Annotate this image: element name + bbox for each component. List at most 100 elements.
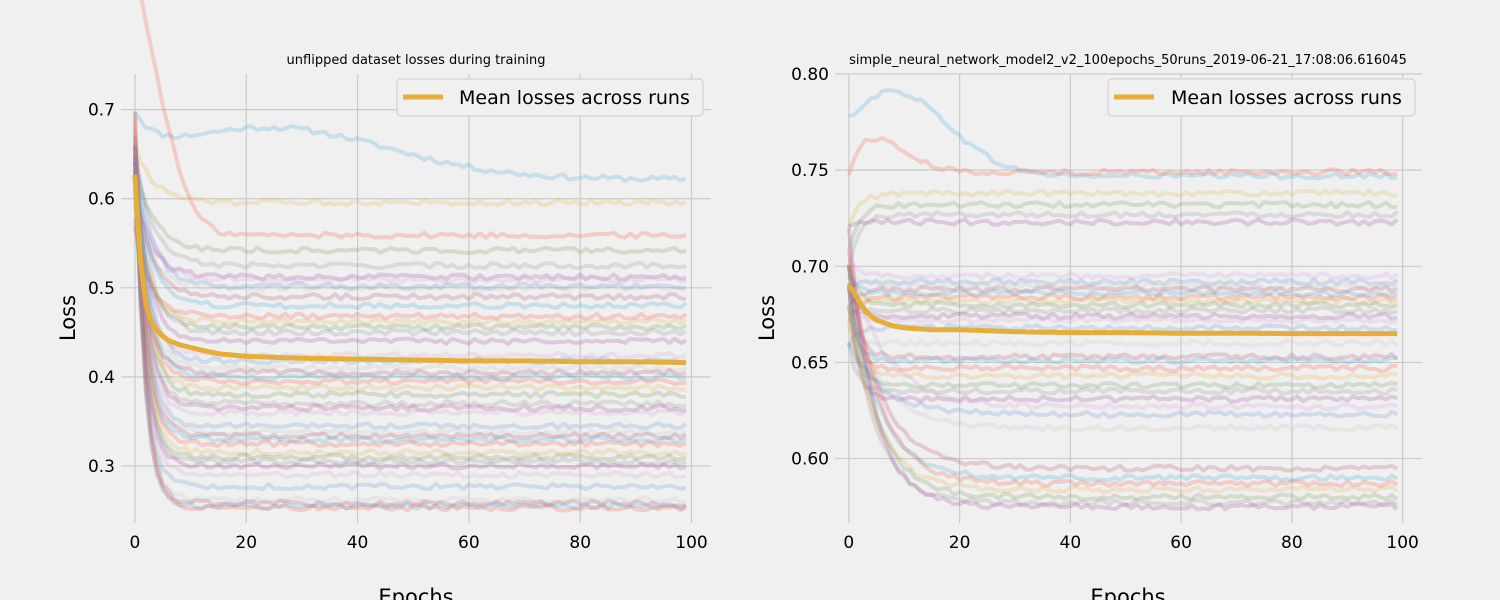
chart-left-run-line-21 bbox=[132, 161, 687, 386]
chart-left-run-line-5 bbox=[132, 191, 687, 282]
chart-left-run-line-39 bbox=[132, 111, 687, 508]
chart-right-run-line-19 bbox=[846, 264, 1399, 362]
chart-left-xtick-label-0: 0 bbox=[130, 533, 141, 553]
chart-right-mean-line bbox=[846, 284, 1398, 337]
chart-left-xtick-label-3: 60 bbox=[458, 533, 480, 553]
chart-left-run-line-1 bbox=[139, 0, 687, 240]
chart-right-run-line-29 bbox=[846, 266, 1399, 473]
chart-left-run-line-37 bbox=[132, 154, 687, 492]
chart-left-run-line-28 bbox=[132, 128, 688, 437]
chart-left-run-line-22 bbox=[132, 200, 687, 393]
chart-right-run-line-25 bbox=[846, 283, 1398, 404]
chart-left-grid bbox=[121, 74, 711, 523]
chart-right-run-line-2 bbox=[846, 188, 1398, 228]
chart-left-run-line-36 bbox=[132, 129, 687, 480]
chart-right-run-line-8 bbox=[847, 263, 1399, 291]
chart-right-run-line-0 bbox=[848, 88, 1398, 181]
chart-right-run-line-21 bbox=[846, 285, 1398, 373]
chart-right-xtick-label-4: 80 bbox=[1281, 533, 1303, 553]
chart-left-ytick-label-3: 0.6 bbox=[88, 190, 115, 210]
chart-right-xtick-label-3: 60 bbox=[1170, 533, 1192, 553]
chart-right-xtick-label-5: 100 bbox=[1386, 533, 1418, 553]
chart-left-runs bbox=[132, 0, 688, 513]
chart-right-run-line-10 bbox=[847, 274, 1399, 298]
chart-right-grid bbox=[835, 73, 1422, 523]
chart-right-run-line-1 bbox=[846, 136, 1398, 177]
chart-left-title: unflipped dataset losses during training bbox=[287, 53, 546, 68]
chart-left-run-line-23 bbox=[132, 145, 686, 400]
chart-left-run-line-11 bbox=[132, 226, 688, 321]
chart-right-legend-label: Mean losses across runs bbox=[1171, 87, 1402, 109]
chart-left: unflipped dataset losses during training… bbox=[56, 0, 711, 600]
chart-right-xtick-label-0: 0 bbox=[843, 533, 854, 553]
chart-left-run-line-10 bbox=[132, 161, 688, 311]
chart-right-run-line-18 bbox=[847, 323, 1399, 348]
chart-left-run-line-20 bbox=[132, 136, 687, 382]
chart-left-run-line-18 bbox=[132, 179, 687, 373]
chart-right-run-line-24 bbox=[846, 342, 1398, 396]
chart-left-legend-box bbox=[396, 78, 704, 117]
chart-left-run-line-27 bbox=[132, 160, 688, 431]
chart-right-run-line-4 bbox=[846, 210, 1399, 268]
chart-right-ticks: 0 20 40 60 80 100 0.60 0.65 0.70 0.75 0.80 bbox=[791, 65, 1419, 553]
chart-right-run-line-6 bbox=[847, 257, 1399, 281]
chart-right-ytick-label-3: 0.75 bbox=[791, 161, 829, 181]
chart-right-run-line-7 bbox=[848, 277, 1399, 288]
chart-left-run-line-19 bbox=[132, 218, 687, 378]
chart-left-run-line-41 bbox=[132, 116, 688, 513]
chart-left-run-line-14 bbox=[132, 146, 687, 337]
chart-right-run-line-30 bbox=[846, 284, 1399, 483]
chart-left-run-line-8 bbox=[132, 200, 687, 293]
chart-right-xtick-label-1: 20 bbox=[949, 533, 971, 553]
chart-right-run-line-32 bbox=[846, 305, 1399, 494]
chart-right-legend: Mean losses across runs bbox=[1107, 78, 1416, 117]
chart-right-run-line-20 bbox=[846, 306, 1398, 366]
chart-left-run-line-33 bbox=[132, 183, 687, 462]
chart-left-xtick-label-4: 80 bbox=[569, 533, 591, 553]
chart-right-run-line-11 bbox=[847, 292, 1398, 323]
chart-left-run-line-6 bbox=[132, 172, 687, 285]
chart-right-run-line-26 bbox=[846, 267, 1398, 412]
chart-left-ytick-label-0: 0.3 bbox=[88, 457, 115, 477]
chart-right-run-line-9 bbox=[847, 284, 1399, 308]
chart-left-run-line-24 bbox=[132, 170, 687, 409]
chart-right-run-line-31 bbox=[846, 249, 1399, 489]
chart-left-mean bbox=[132, 174, 687, 366]
chart-left-run-line-13 bbox=[132, 187, 688, 332]
chart-right-run-line-27 bbox=[846, 341, 1398, 419]
chart-left-run-line-31 bbox=[132, 155, 687, 449]
chart-right-run-line-15 bbox=[846, 285, 1398, 321]
chart-right-mean bbox=[846, 284, 1398, 337]
chart-right-run-line-22 bbox=[846, 321, 1398, 381]
chart-left-run-line-34 bbox=[132, 145, 687, 467]
chart-right-run-line-28 bbox=[846, 301, 1398, 433]
chart-right-run-line-33 bbox=[846, 264, 1399, 502]
chart-left-run-line-35 bbox=[132, 161, 687, 471]
chart-left-xtick-label-2: 40 bbox=[347, 533, 369, 553]
chart-right-run-line-12 bbox=[847, 294, 1398, 306]
chart-right-title: simple_neural_network_model2_v2_100epoch… bbox=[849, 53, 1407, 68]
chart-right-ytick-label-4: 0.80 bbox=[791, 65, 829, 85]
chart-left-ytick-label-2: 0.5 bbox=[88, 279, 115, 299]
chart-left-xlabel: Epochs bbox=[378, 585, 453, 600]
chart-left-ylabel: Loss bbox=[56, 295, 80, 341]
chart-right-run-line-35 bbox=[846, 227, 1399, 512]
chart-left-run-line-4 bbox=[132, 152, 687, 271]
chart-left-run-line-25 bbox=[132, 155, 687, 413]
chart-left-run-line-15 bbox=[132, 171, 687, 346]
chart-left-run-line-7 bbox=[132, 148, 687, 291]
chart-right-legend-box bbox=[1107, 78, 1416, 117]
chart-left-ticks: 0 20 40 60 80 100 0.3 0.4 0.5 0.6 0.7 bbox=[88, 101, 708, 553]
chart-right-xtick-label-2: 40 bbox=[1060, 533, 1082, 553]
chart-right-xlabel: Epochs bbox=[1090, 585, 1165, 600]
chart-right-run-line-23 bbox=[846, 306, 1398, 390]
chart-right-run-line-14 bbox=[848, 306, 1398, 316]
chart-right-run-line-16 bbox=[847, 302, 1398, 325]
chart-right-ytick-label-2: 0.70 bbox=[791, 257, 829, 277]
chart-left-run-line-12 bbox=[132, 207, 688, 327]
chart-right-run-line-13 bbox=[846, 265, 1398, 310]
chart-left-mean-line bbox=[132, 174, 687, 366]
chart-left-run-line-30 bbox=[132, 169, 687, 444]
chart-left-legend: Mean losses across runs bbox=[396, 78, 704, 117]
